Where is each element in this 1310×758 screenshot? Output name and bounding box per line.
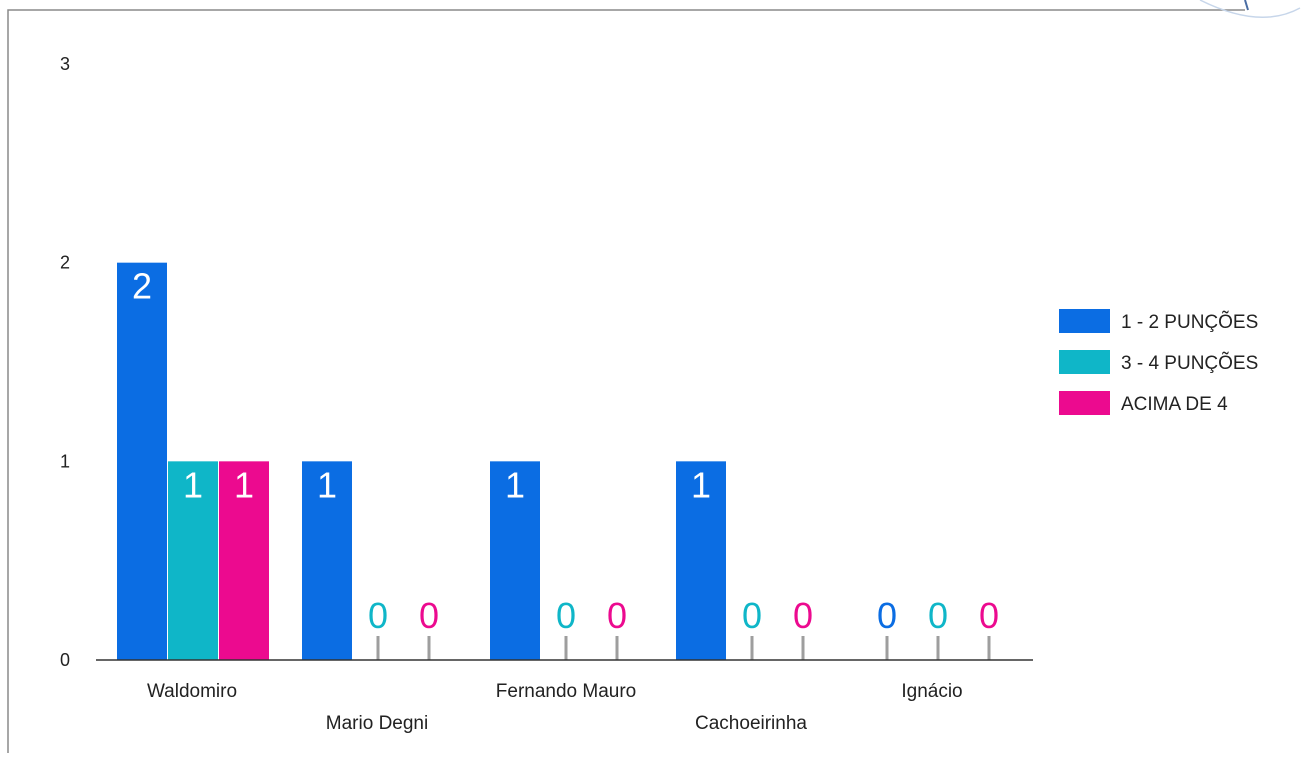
data-label: 0: [928, 595, 948, 636]
corner-decoration: [1199, 0, 1301, 19]
bars-group: 21 1 10 010 010 0 0 0 0: [117, 262, 999, 660]
legend-label: 3 - 4 PUNÇÕES: [1121, 352, 1258, 374]
y-tick-label: 0: [60, 650, 70, 670]
data-label: 0: [793, 595, 813, 636]
data-label: 1: [505, 464, 525, 505]
legend-label: 1 - 2 PUNÇÕES: [1121, 311, 1258, 333]
data-label: 1: [691, 464, 711, 505]
data-label: 0: [979, 595, 999, 636]
x-tick-label: Mario Degni: [326, 713, 428, 734]
legend-label: ACIMA DE 4: [1121, 394, 1228, 415]
data-label: 1: [317, 464, 337, 505]
y-tick-label: 3: [60, 54, 70, 74]
data-label: 0: [877, 595, 897, 636]
y-tick-label: 2: [60, 253, 70, 273]
x-tick-label: Fernando Mauro: [496, 681, 636, 702]
x-tick-label: Ignácio: [901, 681, 962, 702]
bar: [168, 461, 218, 660]
data-label: 0: [419, 595, 439, 636]
bar: [490, 461, 540, 660]
data-label: 1: [183, 464, 203, 505]
corner-decoration-2: [1244, 0, 1249, 11]
data-label: 0: [607, 595, 627, 636]
legend: 1 - 2 PUNÇÕES 3 - 4 PUNÇÕES ACIMA DE 4: [1059, 309, 1258, 415]
bar: [219, 461, 269, 660]
y-axis: 0 1 2 3: [60, 54, 70, 670]
data-label: 0: [368, 595, 388, 636]
chart-card-border: [7, 9, 1245, 753]
x-axis: Waldomiro Mario Degni Fernando Mauro Cachoe…: [96, 659, 1033, 734]
y-tick-label: 1: [60, 451, 70, 471]
bar: [302, 461, 352, 660]
data-label: 2: [132, 266, 152, 307]
x-tick-label: Waldomiro: [147, 681, 237, 702]
bar: [117, 262, 167, 660]
legend-swatch: [1059, 309, 1110, 333]
data-label: 0: [742, 595, 762, 636]
legend-swatch: [1059, 350, 1110, 374]
data-label: 1: [234, 464, 254, 505]
x-tick-label: Cachoeirinha: [695, 713, 807, 734]
data-label: 0: [556, 595, 576, 636]
legend-swatch: [1059, 391, 1110, 415]
bar: [676, 461, 726, 660]
